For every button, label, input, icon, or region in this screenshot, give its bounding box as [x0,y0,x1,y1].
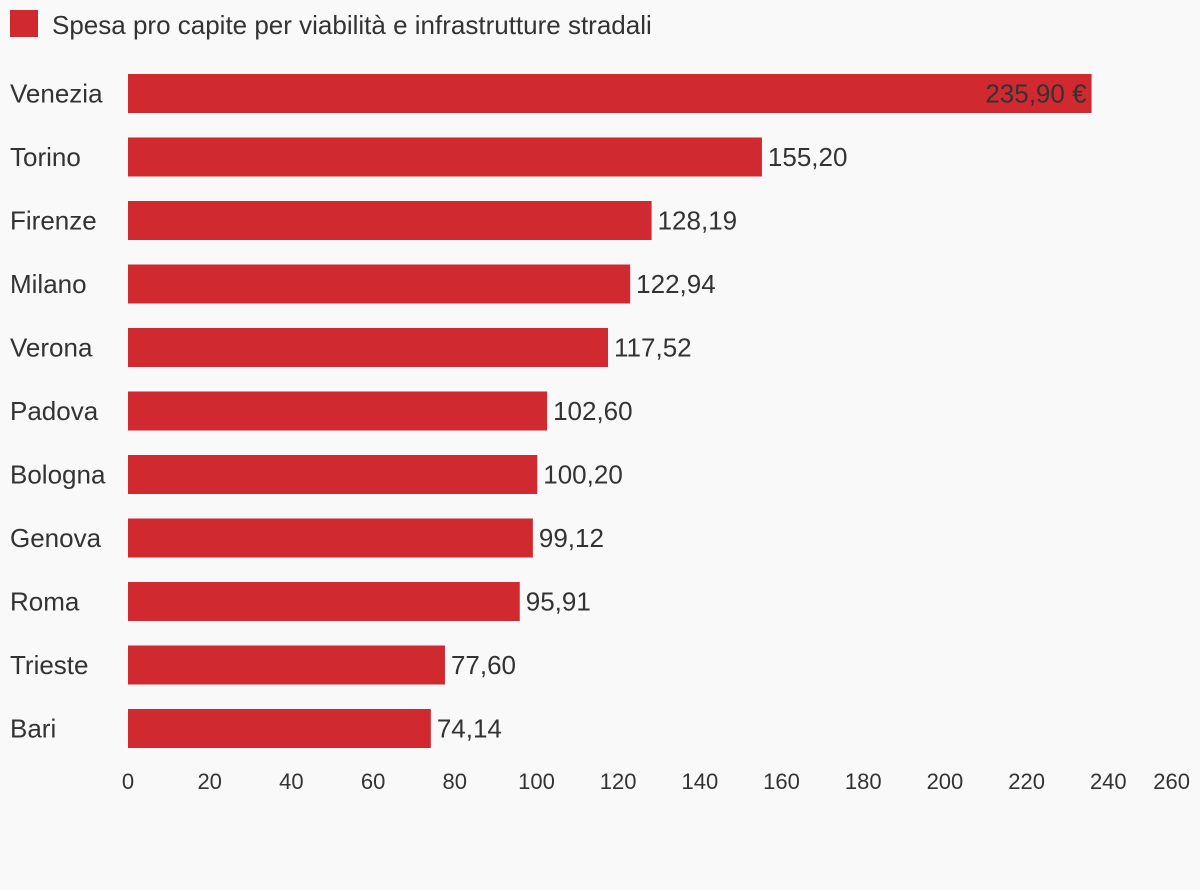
value-label: 117,52 [614,332,692,362]
y-tick-label: Milano [10,269,87,299]
y-tick-label: Venezia [10,78,103,108]
x-tick-label: 40 [279,769,303,794]
y-tick-label: Roma [10,586,80,616]
y-tick-label: Genova [10,523,102,553]
x-tick-label: 200 [927,769,964,794]
y-tick-label: Trieste [10,650,89,680]
value-label: 102,60 [553,396,633,426]
x-tick-label: 240 [1090,769,1127,794]
y-tick-label: Padova [10,396,99,426]
y-tick-label: Bari [10,713,56,743]
bar [128,137,762,177]
x-tick-label: 100 [518,769,555,794]
legend-swatch [10,10,38,37]
bar [128,582,520,621]
value-label: 77,60 [451,650,516,680]
y-tick-label: Verona [10,332,93,362]
x-tick-label: 0 [122,769,134,794]
bar [128,709,431,748]
value-label: 122,94 [636,269,716,299]
x-tick-label: 60 [361,769,385,794]
value-label: 74,14 [437,713,502,743]
bar [128,518,533,558]
bar [128,645,445,685]
y-tick-label: Firenze [10,205,97,235]
legend-label: Spesa pro capite per viabilità e infrast… [52,10,652,40]
value-label: 235,90 € [985,78,1087,108]
x-tick-label: 220 [1008,769,1045,794]
value-label: 155,20 [768,142,848,172]
value-label: 128,19 [658,205,738,235]
x-tick-label: 160 [763,769,800,794]
bar [128,328,609,367]
y-tick-label: Bologna [10,459,106,489]
y-tick-label: Torino [10,142,81,172]
x-tick-label: 180 [845,769,882,794]
value-label: 100,20 [543,459,623,489]
bar [128,74,1092,113]
x-tick-label: 260 [1153,769,1190,794]
x-tick-label: 20 [197,769,221,794]
bar [128,201,652,240]
x-tick-label: 80 [443,769,467,794]
bar [128,391,548,431]
x-tick-label: 120 [600,769,637,794]
bar [128,264,631,304]
value-label: 99,12 [539,523,604,553]
bar [128,455,538,494]
value-label: 95,91 [526,586,591,616]
x-tick-label: 140 [681,769,718,794]
